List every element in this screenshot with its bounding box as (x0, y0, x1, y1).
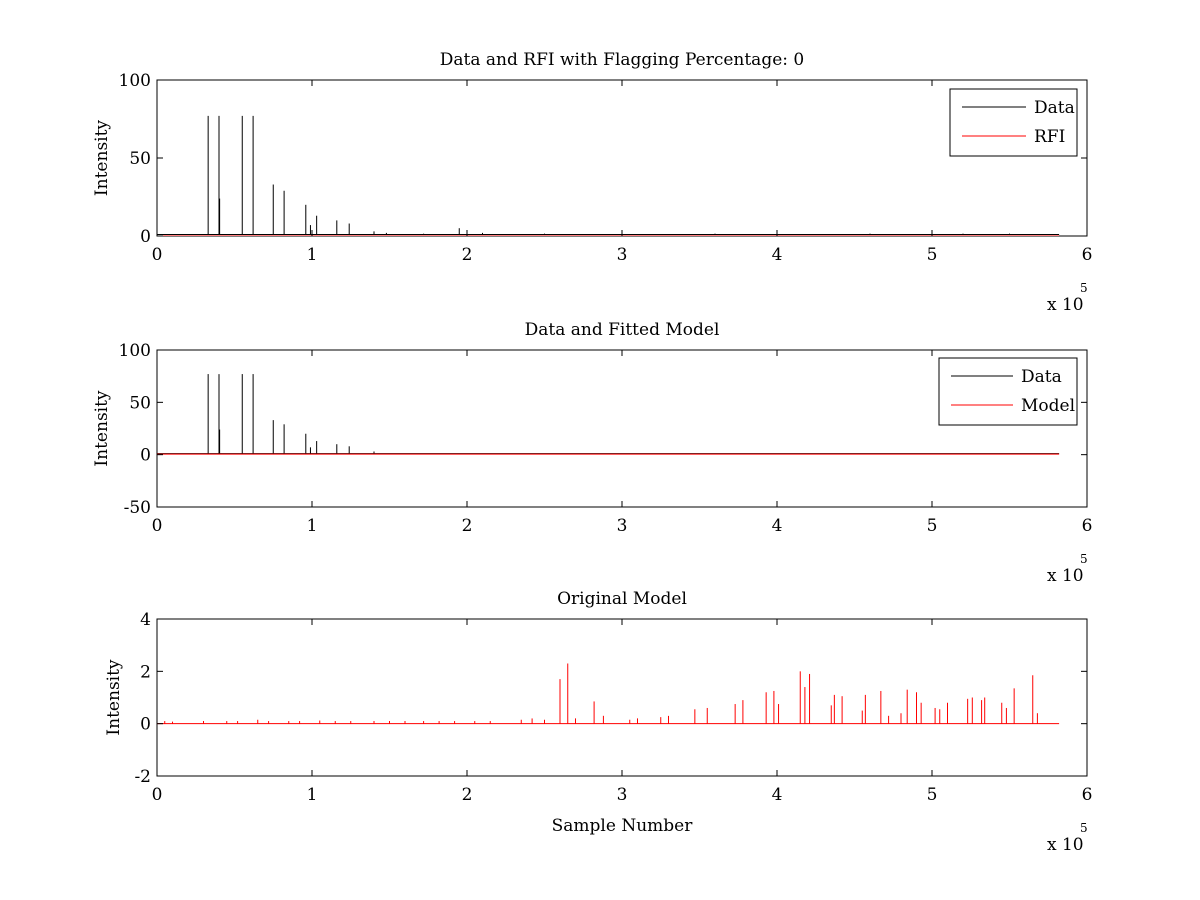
y-tick-label: 2 (140, 662, 151, 682)
x-tick-label: 3 (617, 516, 628, 536)
x-tick-label: 6 (1082, 245, 1093, 265)
legend-label: RFI (1034, 127, 1065, 147)
x-tick-label: 6 (1082, 516, 1093, 536)
chart-title: Data and RFI with Flagging Percentage: 0 (440, 50, 804, 70)
x-tick-label: 0 (152, 785, 163, 805)
y-tick-label: -2 (134, 767, 151, 787)
y-axis-label: Intensity (92, 120, 112, 196)
y-tick-label: 0 (140, 715, 151, 735)
x-tick-label: 2 (462, 785, 473, 805)
x-tick-label: 4 (772, 245, 783, 265)
y-tick-label: 50 (129, 149, 151, 169)
x-tick-label: 6 (1082, 785, 1093, 805)
x-axis-label: Sample Number (552, 816, 694, 836)
y-tick-label: 100 (119, 71, 151, 91)
x-tick-label: 0 (152, 245, 163, 265)
legend: Data Model (938, 357, 1078, 426)
legend-label: Data (1034, 98, 1075, 118)
plot-area (156, 618, 1088, 777)
legend-label: Model (1021, 396, 1075, 416)
x-tick-label: 1 (307, 785, 318, 805)
y-tick-label: -50 (124, 498, 151, 518)
plot-area (156, 349, 1088, 508)
x-tick-label: 0 (152, 516, 163, 536)
x-tick-label: 2 (462, 516, 473, 536)
x-tick-label: 4 (772, 516, 783, 536)
series-group (157, 663, 1060, 725)
y-tick-label: 100 (119, 341, 151, 361)
legend-label: Data (1021, 367, 1062, 387)
x-exponent-label: 5 (1080, 281, 1088, 295)
x-exponent-label: 5 (1080, 552, 1088, 566)
y-tick-label: 0 (140, 227, 151, 247)
x-tick-label: 5 (927, 785, 938, 805)
y-tick-label: 4 (140, 610, 151, 630)
series-group (157, 374, 1060, 455)
x-multiplier-label: x 10 (1047, 295, 1084, 315)
x-tick-label: 4 (772, 785, 783, 805)
legend-box (949, 88, 1078, 157)
x-tick-label: 3 (617, 245, 628, 265)
x-tick-label: 5 (927, 516, 938, 536)
legend: Data RFI (949, 88, 1078, 157)
x-multiplier-label: x 10 (1047, 566, 1084, 586)
x-tick-label: 5 (927, 245, 938, 265)
x-multiplier-label: x 10 (1047, 835, 1084, 855)
x-tick-label: 2 (462, 245, 473, 265)
plot-area (156, 79, 1088, 237)
x-exponent-label: 5 (1080, 821, 1088, 835)
chart-title: Original Model (557, 589, 687, 609)
x-tick-label: 1 (307, 245, 318, 265)
y-tick-label: 0 (140, 446, 151, 466)
y-tick-label: 50 (129, 393, 151, 413)
x-tick-label: 1 (307, 516, 318, 536)
series-group (157, 115, 1060, 236)
y-axis-label: Intensity (92, 390, 112, 466)
chart-title: Data and Fitted Model (525, 320, 720, 340)
x-tick-label: 3 (617, 785, 628, 805)
y-axis-label: Intensity (104, 659, 124, 735)
legend-box (938, 357, 1078, 426)
